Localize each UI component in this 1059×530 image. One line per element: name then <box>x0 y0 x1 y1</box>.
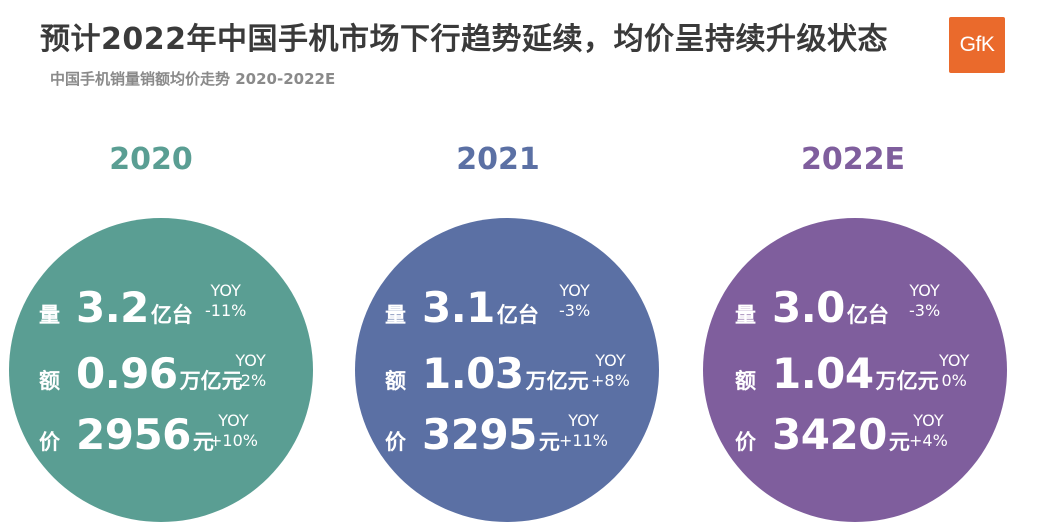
revenue-row: 额 1.03 万亿元 <box>385 349 589 398</box>
yoy-value: -3% <box>559 301 591 320</box>
volume-value: 3.0 <box>772 283 845 332</box>
price-yoy: YOY +4% <box>909 411 948 451</box>
metrics-circle-2021: 量 3.1 亿台 YOY -3% 额 1.03 万亿元 YOY +8% 价 32… <box>355 218 659 522</box>
volume-yoy: YOY -3% <box>909 281 940 321</box>
volume-row: 量 3.2 亿台 <box>39 283 193 332</box>
revenue-row: 额 0.96 万亿元 <box>39 349 243 398</box>
volume-value: 3.1 <box>422 283 495 332</box>
volume-label: 量 <box>39 303 60 327</box>
price-value: 3420 <box>772 410 887 459</box>
metrics-circle-2022e: 量 3.0 亿台 YOY -3% 额 1.04 万亿元 YOY 0% 价 342… <box>703 218 1007 522</box>
metrics-circle-2020: 量 3.2 亿台 YOY -11% 额 0.96 万亿元 YOY -2% 价 2… <box>9 218 313 522</box>
revenue-unit: 万亿元 <box>875 369 939 393</box>
yoy-value: +10% <box>209 431 258 450</box>
volume-value: 3.2 <box>76 283 149 332</box>
yoy-label: YOY <box>595 351 626 370</box>
revenue-value: 0.96 <box>76 349 178 398</box>
page-title: 预计2022年中国手机市场下行趋势延续，均价呈持续升级状态 <box>40 22 888 57</box>
revenue-value: 1.04 <box>772 349 874 398</box>
price-row: 价 3295 元 <box>385 410 560 459</box>
price-value: 3295 <box>422 410 537 459</box>
volume-row: 量 3.0 亿台 <box>735 283 889 332</box>
price-unit: 元 <box>192 430 214 454</box>
volume-yoy: YOY -11% <box>205 281 246 321</box>
yoy-value: +8% <box>591 371 630 390</box>
price-label: 价 <box>385 430 406 454</box>
yoy-value: 0% <box>941 371 967 390</box>
volume-label: 量 <box>735 303 756 327</box>
price-unit: 元 <box>538 430 560 454</box>
yoy-label: YOY <box>568 411 599 430</box>
revenue-unit: 万亿元 <box>525 369 589 393</box>
year-heading-2021: 2021 <box>456 142 540 177</box>
price-label: 价 <box>735 430 756 454</box>
price-row: 价 2956 元 <box>39 410 214 459</box>
yoy-label: YOY <box>235 351 266 370</box>
year-heading-2020: 2020 <box>109 142 193 177</box>
volume-row: 量 3.1 亿台 <box>385 283 539 332</box>
yoy-value: +11% <box>559 431 608 450</box>
price-yoy: YOY +10% <box>209 411 258 451</box>
revenue-row: 额 1.04 万亿元 <box>735 349 939 398</box>
yoy-label: YOY <box>909 281 940 300</box>
yoy-label: YOY <box>939 351 970 370</box>
yoy-value: -2% <box>235 371 267 390</box>
gfk-logo: GfK <box>949 17 1005 73</box>
yoy-value: -3% <box>909 301 941 320</box>
price-row: 价 3420 元 <box>735 410 910 459</box>
volume-unit: 亿台 <box>496 303 539 327</box>
volume-unit: 亿台 <box>150 303 193 327</box>
price-yoy: YOY +11% <box>559 411 608 451</box>
yoy-value: +4% <box>909 431 948 450</box>
price-value: 2956 <box>76 410 191 459</box>
yoy-label: YOY <box>913 411 944 430</box>
revenue-yoy: YOY 0% <box>939 351 969 391</box>
price-label: 价 <box>39 430 60 454</box>
revenue-label: 额 <box>385 369 406 393</box>
price-unit: 元 <box>888 430 910 454</box>
yoy-label: YOY <box>559 281 590 300</box>
yoy-label: YOY <box>218 411 249 430</box>
revenue-yoy: YOY -2% <box>235 351 266 391</box>
volume-unit: 亿台 <box>846 303 889 327</box>
volume-yoy: YOY -3% <box>559 281 590 321</box>
page-subtitle: 中国手机销量销额均价走势 2020-2022E <box>50 70 336 88</box>
yoy-value: -11% <box>205 301 247 320</box>
volume-label: 量 <box>385 303 406 327</box>
year-heading-2022e: 2022E <box>801 142 905 177</box>
revenue-label: 额 <box>735 369 756 393</box>
revenue-unit: 万亿元 <box>179 369 243 393</box>
yoy-label: YOY <box>210 281 241 300</box>
revenue-label: 额 <box>39 369 60 393</box>
revenue-value: 1.03 <box>422 349 524 398</box>
revenue-yoy: YOY +8% <box>591 351 630 391</box>
